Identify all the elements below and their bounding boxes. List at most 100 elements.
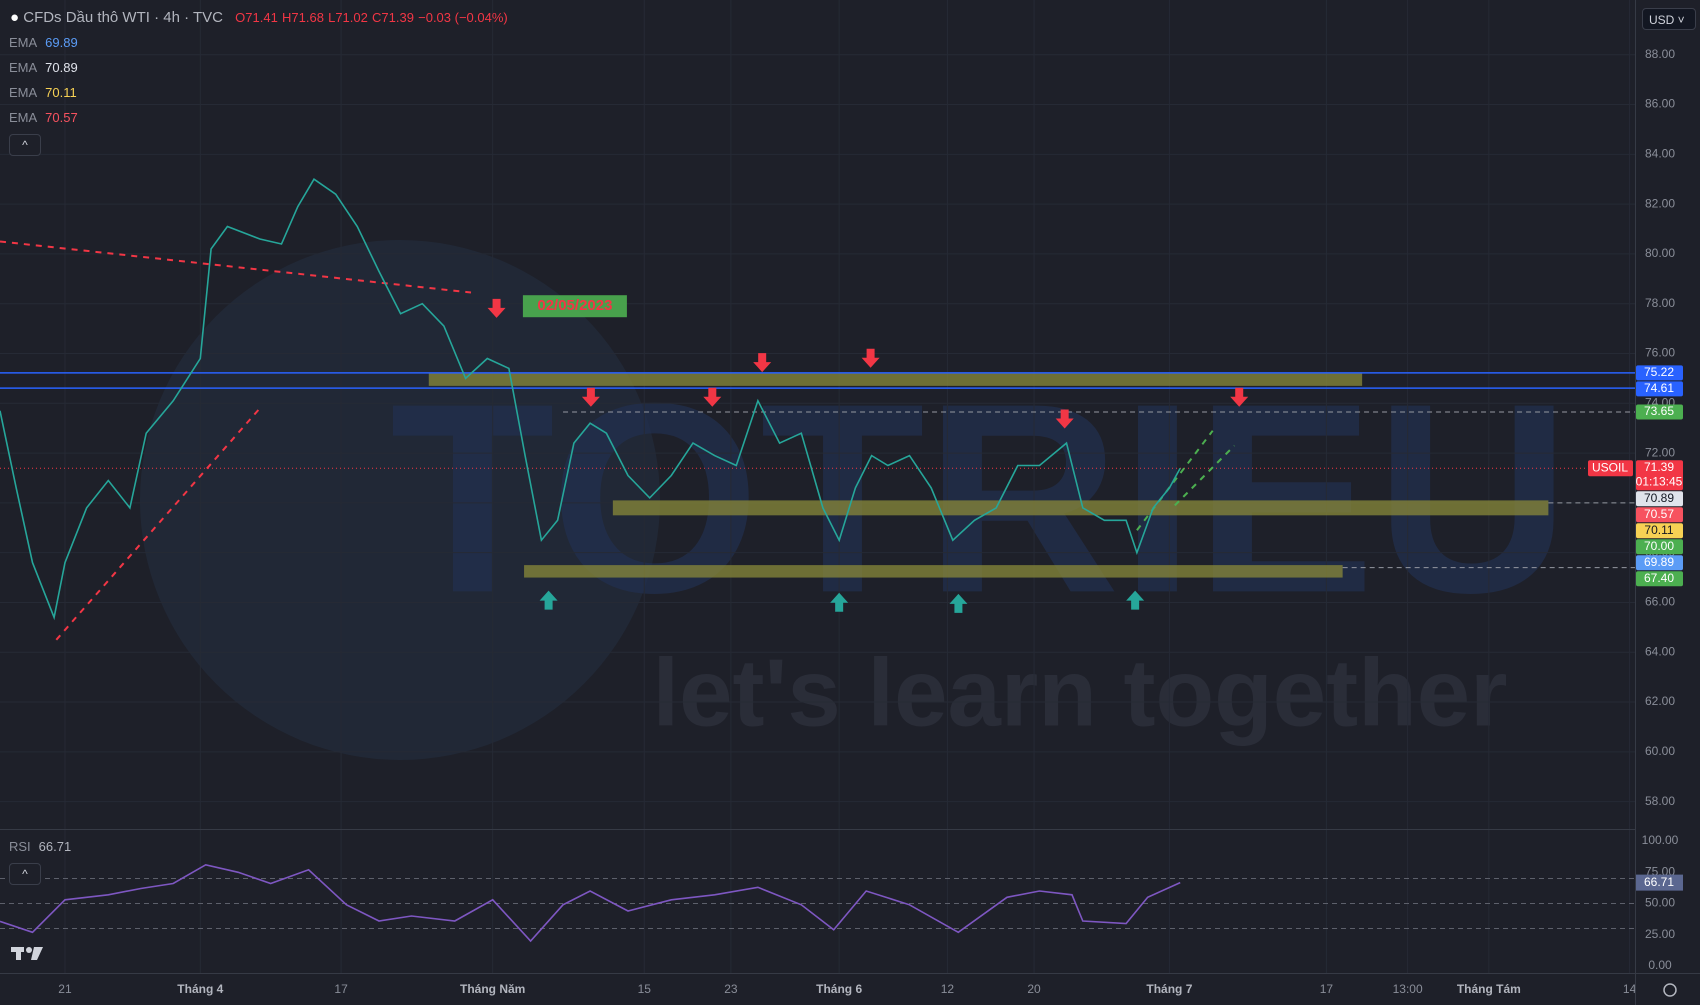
price-label-box [1636, 381, 1683, 397]
down-arrow [753, 353, 772, 373]
y-tick-label: 86.00 [1645, 97, 1675, 111]
y-tick-label: 84.00 [1645, 147, 1675, 161]
price-label: 71.39 [1644, 460, 1674, 474]
ema-row: EMA 69.89 [9, 35, 78, 50]
symbol-tag: USOIL [1592, 460, 1628, 474]
trendline [1174, 444, 1236, 507]
price-label: 70.57 [1644, 507, 1674, 521]
price-label: 70.89 [1644, 491, 1674, 505]
zone [524, 565, 1343, 578]
x-tick-label: Tháng 6 [816, 982, 862, 996]
watermark-logo [140, 240, 660, 760]
x-tick-label: 14 [1623, 982, 1637, 996]
trendline [1136, 430, 1214, 531]
y-tick-label: 60.00 [1645, 744, 1675, 758]
zone [612, 500, 1549, 516]
trendline [55, 407, 261, 641]
x-tick-label: Tháng Năm [460, 982, 525, 996]
collapse-button[interactable]: ^ [9, 134, 41, 156]
rsi-value: 66.71 [38, 839, 72, 854]
ema-value: 70.57 [45, 110, 78, 125]
logo-part [16, 947, 21, 960]
down-arrow [1055, 409, 1074, 429]
watermark-brand: TOTRIEU [390, 348, 1570, 649]
ohlc-high: H71.68 [282, 10, 324, 25]
up-arrow [830, 592, 849, 612]
price-label-box [1636, 539, 1683, 555]
price-label-box [1636, 571, 1683, 587]
ema-value: 70.89 [45, 60, 78, 75]
ema-row: EMA 70.11 [9, 85, 77, 100]
series-line [0, 863, 1181, 943]
down-arrow [1230, 387, 1249, 407]
ema-row: EMA 70.89 [9, 60, 78, 75]
price-label-box [1636, 491, 1683, 507]
price-label-box [1636, 555, 1683, 571]
x-tick-label: 20 [1027, 982, 1041, 996]
y-tick-label: 78.00 [1645, 296, 1675, 310]
rsi-axis-box [1636, 874, 1683, 891]
down-arrow [581, 387, 600, 407]
price-label: 70.11 [1644, 523, 1673, 537]
zone [428, 373, 1363, 386]
ohlc-open: O71.41 [235, 10, 278, 25]
y-tick-label: 58.00 [1645, 794, 1675, 808]
ohlc-low: L71.02 [328, 10, 368, 25]
header: ● CFDs Dầu thô WTI · 4h · TVC O71.41 H71… [10, 9, 508, 26]
ohlc-close: C71.39 [372, 10, 414, 25]
ema-name: EMA [9, 60, 38, 75]
down-arrow [861, 348, 880, 368]
price-countdown: 01:13:45 [1636, 474, 1683, 488]
watermark-slogan: let's learn together [652, 639, 1507, 746]
annotation-box [522, 295, 627, 318]
ema-name: EMA [9, 110, 38, 125]
y-tick-label: 0.00 [1648, 958, 1672, 972]
price-label-box [1636, 404, 1683, 420]
rsi-title: RSI [9, 839, 31, 854]
x-tick-label: 15 [638, 982, 652, 996]
x-tick-label: 21 [58, 982, 72, 996]
y-tick-label: 76.00 [1645, 346, 1675, 360]
up-arrow [539, 590, 558, 610]
down-arrow [703, 387, 722, 407]
price-label-box [1636, 507, 1683, 523]
price-label-box [1636, 365, 1683, 381]
drop-icon: ● [10, 9, 20, 26]
tv-logo [11, 947, 43, 960]
annotation-text: 02/05/2023 [537, 297, 612, 314]
up-arrow [949, 593, 968, 613]
down-arrow [487, 298, 506, 318]
price-label-box [1636, 460, 1683, 491]
y-tick-label: 100.00 [1642, 833, 1679, 847]
currency-select[interactable]: USD ˅ [1642, 8, 1696, 30]
x-tick-label: 13:00 [1393, 982, 1423, 996]
ema-name: EMA [9, 85, 38, 100]
price-label: 69.89 [1644, 555, 1674, 569]
price-label: 75.22 [1644, 365, 1674, 379]
ema-row: EMA 70.57 [9, 110, 78, 125]
series-line [0, 178, 1181, 621]
x-tick-label: Tháng Tám [1457, 982, 1521, 996]
ohlc-change: −0.03 (−0.04%) [418, 10, 508, 25]
price-label: 70.00 [1644, 539, 1674, 553]
x-tick-label: Tháng 4 [177, 982, 223, 996]
settings-icon[interactable] [1663, 983, 1677, 997]
x-tick-label: 17 [1320, 982, 1334, 996]
ema-value: 69.89 [45, 35, 78, 50]
y-tick-label: 25.00 [1645, 927, 1675, 941]
y-tick-label: 66.00 [1645, 595, 1675, 609]
up-arrow [1126, 590, 1145, 610]
price-label: 67.40 [1644, 571, 1674, 585]
ema-name: EMA [9, 35, 38, 50]
collapse-button[interactable]: ^ [9, 863, 41, 885]
x-tick-label: 23 [724, 982, 738, 996]
y-tick-label: 80.00 [1645, 246, 1675, 260]
ema-value: 70.11 [45, 85, 77, 100]
y-tick-label: 64.00 [1645, 644, 1675, 658]
logo-part [31, 947, 43, 960]
y-tick-label: 62.00 [1645, 694, 1675, 708]
